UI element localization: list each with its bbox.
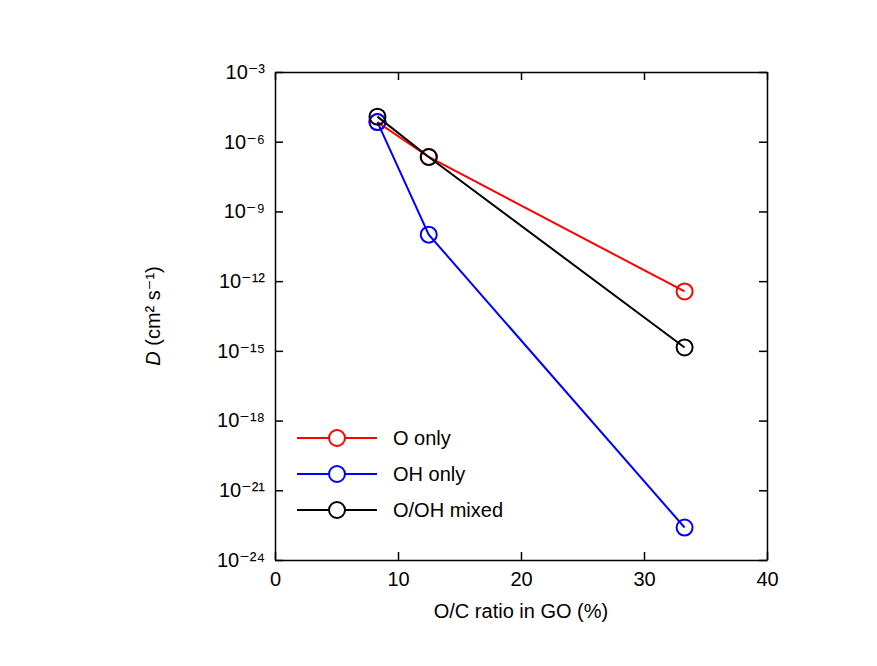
series-line — [377, 122, 684, 291]
tick-mark — [759, 72, 767, 74]
tick-mark — [275, 420, 283, 422]
tick-mark — [275, 211, 283, 213]
tick: 10⁻¹⁸ — [217, 409, 283, 431]
marker — [677, 339, 693, 355]
marker — [421, 227, 437, 243]
series — [369, 109, 692, 356]
tick — [759, 421, 767, 422]
chart: 01020304010⁻²⁴10⁻²¹10⁻¹⁸10⁻¹⁵10⁻¹²10⁻⁹10… — [0, 0, 877, 666]
tick-label: 10 — [387, 568, 409, 590]
legend-entry: OH only — [297, 463, 465, 485]
legend: O only OH only O/OH mixed — [297, 427, 503, 521]
tick-mark — [275, 560, 283, 562]
tick-mark — [275, 281, 283, 283]
tick-mark — [759, 490, 767, 492]
x-axis-top — [276, 72, 768, 80]
tick-mark — [759, 281, 767, 283]
y-axis-right — [759, 73, 768, 561]
legend-label: O only — [393, 427, 451, 449]
tick-mark — [759, 560, 767, 562]
marks — [369, 109, 692, 536]
series — [369, 114, 692, 299]
tick: 10⁻⁶ — [224, 131, 283, 153]
tick-label: 30 — [633, 568, 655, 590]
tick-mark — [275, 141, 283, 143]
tick-mark — [644, 552, 646, 560]
tick-label: 20 — [510, 568, 532, 590]
tick-label: 10⁻¹⁸ — [217, 409, 265, 431]
tick: 10⁻³ — [226, 61, 283, 83]
tick-mark — [275, 72, 283, 74]
marker — [677, 283, 693, 299]
legend-marker — [329, 502, 345, 518]
tick — [398, 72, 399, 80]
tick-label: 10⁻²⁴ — [217, 549, 265, 571]
tick-label: 0 — [270, 568, 281, 590]
tick — [759, 281, 767, 282]
tick — [759, 211, 767, 212]
legend-marker — [329, 466, 345, 482]
tick — [759, 142, 767, 143]
plot: 01020304010⁻²⁴10⁻²¹10⁻¹⁸10⁻¹⁵10⁻¹²10⁻⁹10… — [217, 61, 779, 590]
y-axis: 10⁻²⁴ 10⁻²¹ 10⁻¹⁸ 10⁻¹⁵ 10⁻¹² 10⁻⁹ 10⁻⁶ 10⁻³ — [217, 61, 283, 571]
series-line — [377, 117, 684, 348]
tick-label: 10⁻²¹ — [219, 479, 265, 501]
tick — [521, 72, 522, 80]
tick — [644, 72, 645, 80]
tick — [759, 351, 767, 352]
x-axis-title: O/C ratio in GO (%) — [434, 600, 608, 622]
tick-mark — [759, 141, 767, 143]
tick-mark — [759, 351, 767, 353]
legend-label: O/OH mixed — [393, 499, 503, 521]
tick-mark — [644, 72, 646, 80]
series — [369, 114, 692, 535]
marker — [369, 109, 385, 125]
tick — [759, 72, 767, 73]
series-line — [377, 122, 684, 527]
tick — [759, 490, 767, 491]
tick: 10 — [387, 552, 409, 590]
legend-label: OH only — [393, 463, 465, 485]
legend-entry: O/OH mixed — [297, 499, 503, 521]
tick-mark — [398, 552, 400, 560]
y-axis-right-line — [767, 73, 769, 561]
y-axis-title: D (cm² s⁻¹) — [142, 266, 164, 365]
tick-mark — [521, 552, 523, 560]
tick-label: 10⁻¹⁵ — [217, 340, 265, 362]
tick-label: 10⁻⁶ — [224, 131, 265, 153]
tick-label: 10⁻¹² — [219, 270, 265, 292]
tick-label: 10⁻³ — [226, 61, 266, 83]
y-axis-line — [275, 73, 277, 561]
marker — [677, 520, 693, 536]
tick-mark — [398, 72, 400, 80]
tick: 10⁻¹² — [219, 270, 283, 292]
tick-mark — [759, 420, 767, 422]
tick-label: 40 — [756, 568, 778, 590]
legend-entry: O only — [297, 427, 451, 449]
x-axis: 0 10 20 30 40 — [270, 552, 779, 590]
tick-mark — [275, 490, 283, 492]
legend-marker — [329, 430, 345, 446]
tick: 30 — [633, 552, 655, 590]
tick: 10⁻⁹ — [224, 200, 283, 222]
tick-mark — [521, 72, 523, 80]
tick — [759, 560, 767, 561]
tick-label: 10⁻⁹ — [224, 200, 265, 222]
marker — [421, 149, 437, 165]
tick: 20 — [510, 552, 532, 590]
tick-mark — [759, 211, 767, 213]
tick-mark — [275, 351, 283, 353]
tick: 10⁻¹⁵ — [217, 340, 283, 362]
tick: 10⁻²⁴ — [217, 549, 283, 571]
tick: 10⁻²¹ — [219, 479, 283, 501]
